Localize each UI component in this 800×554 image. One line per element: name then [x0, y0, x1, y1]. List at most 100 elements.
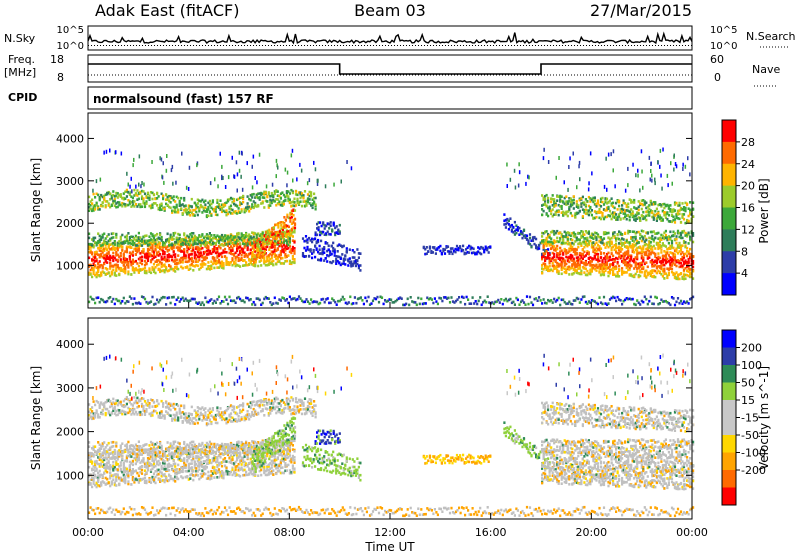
power-cell [472, 247, 475, 251]
power-cell [242, 234, 245, 237]
power-cell [311, 240, 314, 244]
power-cell [266, 195, 269, 199]
power-cell [344, 301, 347, 305]
power-cell [222, 264, 225, 267]
power-cell [335, 258, 338, 261]
power-cell [186, 211, 189, 215]
power-cell [599, 211, 603, 214]
power-cell [219, 238, 222, 242]
power-cell [91, 297, 94, 301]
power-cell [284, 239, 287, 242]
power-cell [621, 237, 624, 240]
power-cell [553, 233, 556, 236]
power-cell [189, 299, 192, 302]
power-cell [133, 200, 136, 203]
power-cell [618, 245, 621, 249]
power-cell [548, 257, 551, 260]
power-cell [478, 247, 481, 250]
power-cell [599, 217, 603, 221]
power-cell [654, 201, 657, 204]
power-cell [283, 216, 286, 219]
power-cell [544, 256, 547, 260]
power-cell [198, 252, 201, 255]
power-cell [592, 266, 595, 270]
power-cell [332, 224, 335, 227]
power-cell [184, 297, 187, 301]
power-cell [148, 270, 151, 273]
power-cell [220, 210, 224, 214]
power-cell [518, 233, 521, 236]
power-cell [187, 257, 190, 260]
power-cell [553, 200, 556, 203]
power-cell [245, 244, 248, 247]
power-cell [160, 204, 163, 207]
power-cell [642, 230, 645, 233]
power-cell [121, 248, 124, 252]
power-cell [648, 241, 651, 244]
power-cell [226, 235, 230, 238]
power-cell [335, 231, 338, 235]
power-cell [178, 199, 181, 203]
power-cell [148, 252, 151, 255]
power-cell [583, 233, 586, 236]
power-cell [663, 202, 666, 206]
power-cell [208, 241, 211, 244]
power-cell [640, 254, 643, 258]
power-cell [541, 271, 544, 275]
power-cell [225, 210, 228, 214]
power-cell [143, 202, 147, 205]
power-cell [672, 210, 675, 213]
power-cell [193, 214, 196, 217]
power-cell [115, 269, 118, 273]
power-cell [261, 301, 264, 305]
power-cell [654, 214, 657, 217]
power-cell [572, 242, 575, 246]
power-cell [357, 252, 360, 255]
power-cell [550, 268, 553, 271]
power-cell [287, 301, 290, 305]
power-cell [252, 192, 255, 196]
power-cell [583, 271, 586, 274]
power-cell [223, 239, 227, 243]
power-cell [648, 211, 651, 214]
power-cell [670, 258, 674, 262]
power-cell [335, 255, 338, 258]
power-cell [663, 244, 666, 247]
power-cell [103, 254, 106, 257]
power-cell [281, 232, 284, 236]
power-cell [634, 219, 637, 222]
power-cell [297, 295, 301, 298]
power-cell [575, 271, 578, 275]
power-cell [299, 193, 302, 196]
power-cell [219, 236, 222, 240]
power-cell [181, 250, 184, 253]
power-cell [254, 201, 257, 205]
power-cell [652, 260, 655, 264]
power-cell [636, 241, 639, 245]
power-cell [565, 252, 568, 255]
power-cell [184, 266, 187, 269]
power-cell [115, 236, 118, 239]
power-cell [557, 262, 560, 266]
power-cell [220, 300, 224, 303]
power-cell [681, 231, 684, 234]
power-cell [208, 249, 211, 253]
power-cell [612, 245, 615, 249]
power-cell [315, 247, 318, 250]
power-cell [590, 246, 593, 249]
power-cell [228, 236, 231, 240]
power-cell [207, 214, 210, 218]
power-cell [666, 276, 669, 279]
power-cell [302, 200, 305, 203]
power-cell [615, 242, 618, 246]
power-cell [291, 204, 294, 207]
power-cell [181, 203, 184, 206]
power-cell [201, 205, 204, 208]
power-cell [130, 260, 133, 264]
power-cell [616, 215, 619, 219]
power-cell [664, 236, 667, 239]
power-cell [669, 210, 672, 213]
noise-trace [87, 31, 693, 45]
power-cell [98, 243, 101, 247]
power-cell [234, 262, 237, 265]
